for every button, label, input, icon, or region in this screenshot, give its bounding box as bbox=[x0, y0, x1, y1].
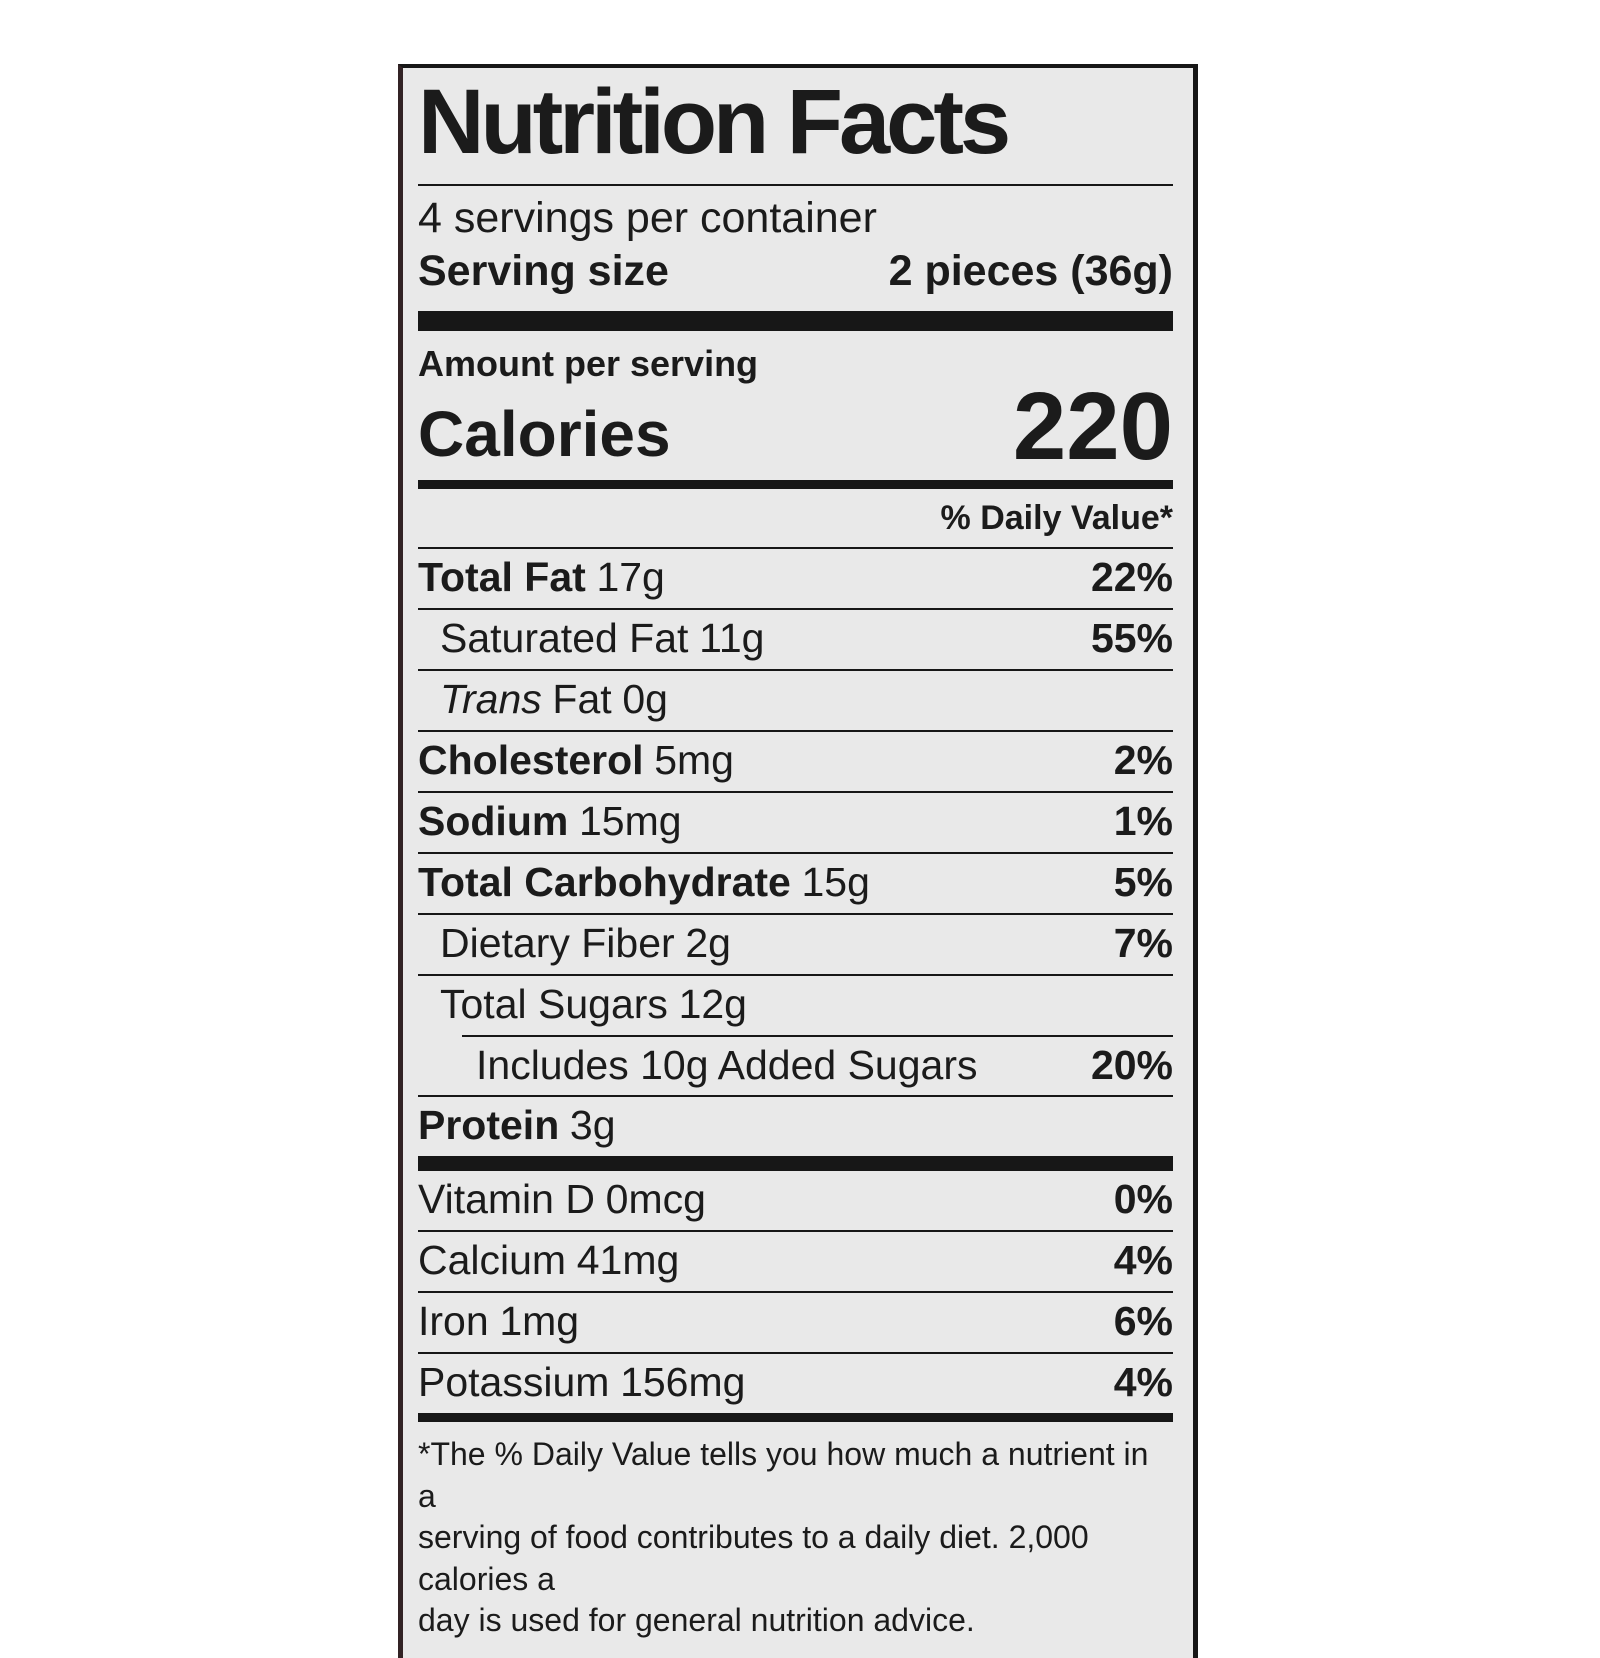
nutrient-amount: 3g bbox=[569, 1102, 616, 1149]
nutrient-amount: 5mg bbox=[654, 737, 734, 784]
nutrient-name: Saturated Fat bbox=[440, 615, 689, 662]
nutrient-name: Fat bbox=[552, 676, 612, 723]
row-sodium: Sodium 15mg 1% bbox=[418, 790, 1173, 852]
nutrient-dv: 4% bbox=[1113, 1237, 1173, 1284]
nutrient-amount: 0g bbox=[622, 676, 668, 723]
nutrient-dv: 7% bbox=[1113, 919, 1173, 966]
nutrient-rows: Total Fat 17g 22% Saturated Fat 11g 55% Tr… bbox=[418, 547, 1173, 1156]
serving-size-row: Serving size 2 pieces (36g) bbox=[418, 247, 1173, 296]
row-potassium: Potassium 156mg 4% bbox=[418, 1352, 1173, 1413]
title-divider bbox=[418, 184, 1173, 186]
daily-value-header: % Daily Value* bbox=[940, 498, 1173, 537]
row-calcium: Calcium 41mg 4% bbox=[418, 1230, 1173, 1291]
row-dietary-fiber: Dietary Fiber 2g 7% bbox=[418, 912, 1173, 974]
nutrient-amount: 15mg bbox=[578, 797, 682, 844]
nutrient-amount: 41mg bbox=[576, 1237, 680, 1284]
nutrition-facts-label: Nutrition Facts 4 servings per container… bbox=[398, 64, 1198, 1658]
footnote-line: serving of food contributes to a daily d… bbox=[418, 1519, 1089, 1597]
nutrient-name: Potassium bbox=[418, 1359, 610, 1406]
nutrient-dv: 6% bbox=[1113, 1298, 1173, 1345]
nutrient-name: Sodium bbox=[418, 797, 569, 844]
nutrient-name: Dietary Fiber bbox=[440, 919, 675, 966]
nutrient-amount: 1mg bbox=[499, 1298, 580, 1345]
nutrient-name: Total Fat bbox=[418, 554, 586, 601]
nutrient-dv: 5% bbox=[1113, 858, 1173, 905]
nutrient-dv: 1% bbox=[1113, 797, 1173, 844]
nutrient-name: Includes 10g Added Sugars bbox=[476, 1041, 978, 1088]
row-added-sugars: Includes 10g Added Sugars 20% bbox=[418, 1034, 1173, 1096]
nutrient-dv: 4% bbox=[1113, 1359, 1173, 1406]
row-total-fat: Total Fat 17g 22% bbox=[418, 547, 1173, 608]
footnote-line: *The % Daily Value tells you how much a … bbox=[418, 1436, 1149, 1514]
row-total-carbohydrate: Total Carbohydrate 15g 5% bbox=[418, 851, 1173, 913]
nutrient-amount: 11g bbox=[699, 615, 765, 662]
nutrient-name: Protein bbox=[418, 1102, 560, 1149]
servings-per-container: 4 servings per container bbox=[418, 194, 877, 242]
micronutrient-rows: Vitamin D 0mcg 0% Calcium 41mg 4% Iron 1mg … bbox=[418, 1171, 1173, 1413]
row-saturated-fat: Saturated Fat 11g 55% bbox=[418, 608, 1173, 669]
nutrient-name: Iron bbox=[418, 1298, 489, 1345]
nutrient-amount: 0mcg bbox=[605, 1176, 706, 1223]
nutrient-dv: 22% bbox=[1090, 554, 1173, 601]
daily-value-footnote: *The % Daily Value tells you how much a … bbox=[418, 1434, 1173, 1648]
nutrient-amount: 17g bbox=[596, 554, 665, 601]
added-sugars-inner: Includes 10g Added Sugars 20% bbox=[462, 1034, 1173, 1096]
footnote-divider bbox=[418, 1413, 1173, 1423]
row-total-sugars: Total Sugars 12g bbox=[418, 973, 1173, 1035]
row-vitamin-d: Vitamin D 0mcg 0% bbox=[418, 1171, 1173, 1230]
label-title: Nutrition Facts bbox=[418, 71, 1011, 173]
row-protein: Protein 3g bbox=[418, 1095, 1173, 1156]
nutrient-dv: 55% bbox=[1090, 615, 1173, 662]
serving-size-label: Serving size bbox=[418, 247, 669, 296]
nutrient-name: Calcium bbox=[418, 1237, 567, 1284]
nutrient-amount: 15g bbox=[801, 858, 870, 905]
nutrient-name: Total Carbohydrate bbox=[418, 858, 791, 905]
nutrient-amount: 156mg bbox=[620, 1359, 746, 1406]
calories-divider bbox=[418, 479, 1173, 489]
calories-row: Calories 220 bbox=[418, 373, 1173, 481]
nutrient-name: Cholesterol bbox=[418, 737, 644, 784]
footnote-line: day is used for general nutrition advice… bbox=[418, 1602, 975, 1639]
thick-divider-top bbox=[418, 310, 1173, 331]
nutrient-dv: 20% bbox=[1090, 1041, 1173, 1088]
nutrient-dv: 0% bbox=[1113, 1176, 1173, 1223]
row-cholesterol: Cholesterol 5mg 2% bbox=[418, 730, 1173, 791]
nutrient-dv: 2% bbox=[1113, 737, 1173, 784]
thick-divider-protein bbox=[418, 1156, 1173, 1172]
row-trans-fat: Trans Fat 0g bbox=[418, 669, 1173, 730]
nutrient-name-italic: Trans bbox=[440, 676, 542, 723]
nutrient-name: Vitamin D bbox=[418, 1176, 595, 1223]
nutrient-name: Total Sugars bbox=[440, 980, 668, 1027]
nutrient-amount: 12g bbox=[678, 980, 747, 1027]
amount-per-serving: Amount per serving bbox=[418, 342, 759, 384]
serving-size-value: 2 pieces (36g) bbox=[888, 247, 1173, 296]
calories-value: 220 bbox=[1012, 373, 1173, 481]
calories-label: Calories bbox=[418, 397, 671, 470]
row-iron: Iron 1mg 6% bbox=[418, 1291, 1173, 1352]
nutrient-amount: 2g bbox=[685, 919, 731, 966]
